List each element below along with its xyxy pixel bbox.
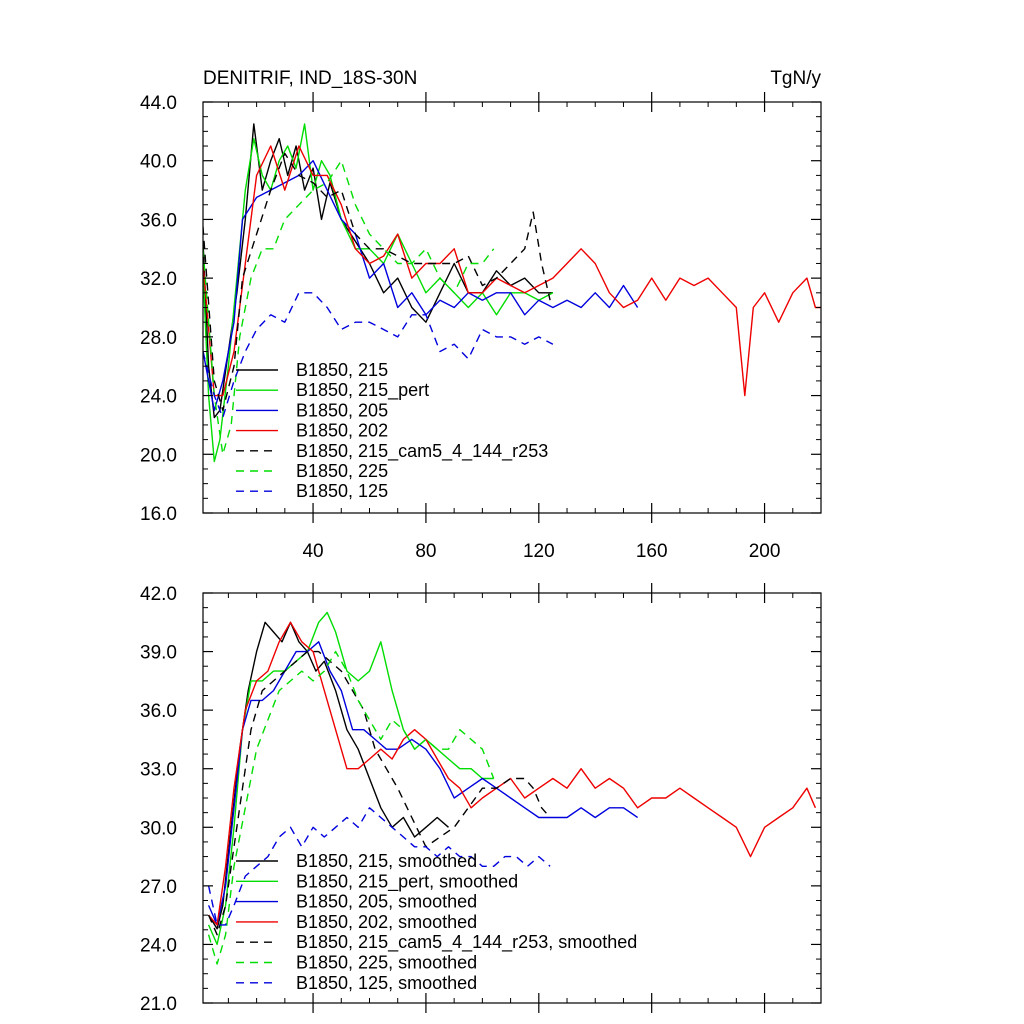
y-tick-label: 21.0 <box>140 994 177 1015</box>
x-tick-label: 80 <box>415 541 436 562</box>
series-line <box>203 159 495 455</box>
legend-label: B1850, 215_pert <box>296 380 429 401</box>
legend-label: B1850, 225, smoothed <box>296 953 477 973</box>
legend-label: B1850, 215, smoothed <box>296 851 477 871</box>
legend-label: B1850, 215_cam5_4_144_r253 <box>296 441 548 462</box>
y-tick-label: 36.0 <box>140 701 177 722</box>
y-tick-label: 42.0 <box>140 584 177 605</box>
y-tick-label: 36.0 <box>140 210 177 231</box>
y-tick-label: 32.0 <box>140 269 177 290</box>
legend-label: B1850, 205 <box>296 400 388 420</box>
legend-label: B1850, 202 <box>296 421 388 441</box>
y-tick-label: 20.0 <box>140 445 177 466</box>
legend-label: B1850, 202, smoothed <box>296 912 477 932</box>
legend-label: B1850, 215_pert, smoothed <box>296 871 518 892</box>
x-tick-label: 160 <box>636 541 668 562</box>
x-tick-label: 120 <box>523 541 555 562</box>
series-line <box>203 145 821 397</box>
legend-label: B1850, 215 <box>296 360 388 380</box>
top-panel: 16.0 20.0 24.0 28.0 32.0 36.0 40.0 44.0 40 80 120 1… <box>140 92 822 562</box>
legend-label: B1850, 225 <box>296 461 388 481</box>
y-tick-label: 24.0 <box>140 387 177 408</box>
series-line <box>207 650 551 936</box>
legend-label: B1850, 125 <box>296 481 388 501</box>
x-tick-label: 200 <box>749 541 781 562</box>
y-tick-label: 30.0 <box>140 818 177 839</box>
series-line <box>203 159 639 411</box>
legend-label: B1850, 205, smoothed <box>296 892 477 912</box>
y-tick-label: 16.0 <box>140 504 177 525</box>
y-tick-label: 44.0 <box>140 93 177 114</box>
series-line <box>207 650 495 965</box>
series-line <box>208 621 817 926</box>
y-tick-label: 39.0 <box>140 643 177 664</box>
chart-title: DENITRIF, IND_18S-30N <box>203 68 417 89</box>
series-line <box>203 292 554 419</box>
series-line <box>203 152 551 411</box>
bottom-panel: 21.0 24.0 27.0 30.0 33.0 36.0 39.0 42.0 B1850, 2… <box>140 583 822 1015</box>
legend-label: B1850, 125, smoothed <box>296 973 477 993</box>
y-tick-label: 40.0 <box>140 152 177 173</box>
y-tick-label: 24.0 <box>140 935 177 956</box>
legend-label: B1850, 215_cam5_4_144_r253, smoothed <box>296 932 637 953</box>
units-label: TgN/y <box>770 68 821 89</box>
y-tick-label: 28.0 <box>140 328 177 349</box>
y-tick-label: 27.0 <box>140 877 177 898</box>
series-line <box>207 807 551 926</box>
series-line <box>207 641 638 926</box>
x-tick-label: 40 <box>302 541 323 562</box>
y-tick-label: 33.0 <box>140 760 177 781</box>
